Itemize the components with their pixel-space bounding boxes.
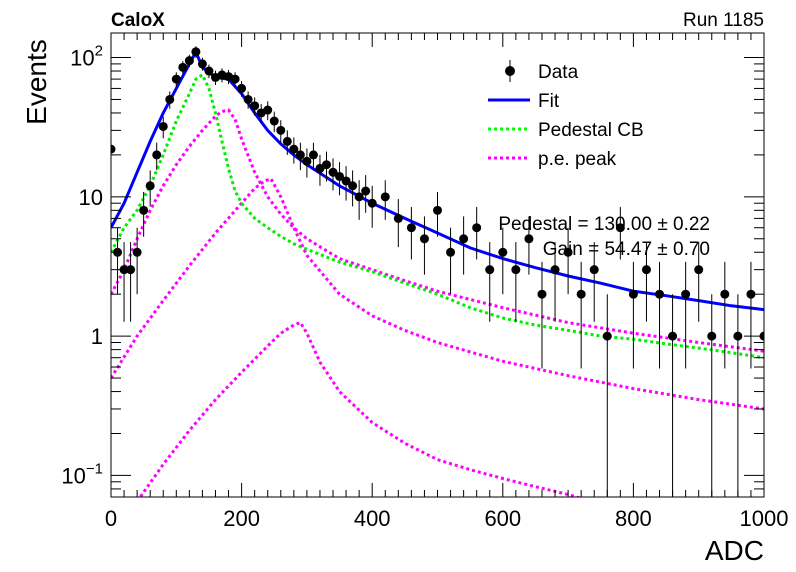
data-point bbox=[511, 265, 521, 275]
data-point bbox=[720, 289, 730, 299]
experiment-label: CaloX bbox=[111, 10, 165, 31]
x-axis-label: ADC bbox=[705, 535, 764, 566]
x-tick-label: 1000 bbox=[740, 506, 789, 531]
legend-label: p.e. peak bbox=[538, 149, 617, 170]
data-point bbox=[524, 234, 534, 244]
legend-label: Fit bbox=[538, 91, 560, 112]
series-p-e-peak-1-p-e-line bbox=[111, 108, 764, 353]
data-point bbox=[367, 198, 377, 208]
data-point bbox=[243, 94, 253, 104]
data-point bbox=[485, 265, 495, 275]
data-point bbox=[563, 247, 573, 257]
legend-label: Pedestal CB bbox=[538, 120, 644, 141]
data-point bbox=[145, 181, 155, 191]
data-point bbox=[615, 223, 625, 233]
x-tick-label: 600 bbox=[484, 506, 521, 531]
data-point bbox=[746, 289, 756, 299]
x-tick-label: 0 bbox=[105, 506, 117, 531]
data-point bbox=[419, 234, 429, 244]
legend: Data Fit Pedestal CB p.e. peak bbox=[488, 60, 644, 170]
data-point bbox=[263, 105, 273, 115]
data-point bbox=[681, 289, 691, 299]
data-point bbox=[498, 247, 508, 257]
data-point bbox=[237, 83, 247, 93]
y-tick-label: 10−1 bbox=[61, 460, 103, 488]
data-point bbox=[707, 331, 717, 341]
fit-result-line: Pedestal = 130.00 ± 0.22 bbox=[498, 214, 710, 235]
run-label: Run 1185 bbox=[683, 10, 764, 31]
x-tick-label: 200 bbox=[223, 506, 260, 531]
data-point bbox=[152, 150, 162, 160]
data-point bbox=[628, 289, 638, 299]
data-point bbox=[178, 62, 188, 72]
legend-data-marker bbox=[505, 66, 515, 76]
data-point bbox=[184, 56, 194, 66]
data-point bbox=[321, 160, 331, 170]
data-point bbox=[191, 47, 201, 57]
data-point bbox=[289, 144, 299, 154]
series-p-e-peak-2-p-e-line bbox=[111, 176, 764, 411]
y-axis-label: Events bbox=[21, 39, 52, 125]
y-tick-label: 10 bbox=[79, 185, 103, 210]
data-point bbox=[341, 176, 351, 186]
data-point bbox=[393, 213, 403, 223]
data-point bbox=[589, 265, 599, 275]
data-point bbox=[694, 265, 704, 275]
data-point bbox=[380, 192, 390, 202]
fit-result-line: Gain = 54.47 ± 0.70 bbox=[543, 239, 710, 260]
data-point bbox=[158, 121, 168, 131]
data-point bbox=[126, 265, 136, 275]
data-point bbox=[550, 265, 560, 275]
data-point bbox=[668, 331, 678, 341]
data-point bbox=[446, 247, 456, 257]
data-point bbox=[197, 59, 207, 69]
data-point bbox=[655, 289, 665, 299]
y-tick-label: 102 bbox=[70, 43, 103, 71]
data-point bbox=[276, 125, 286, 135]
data-point bbox=[459, 234, 469, 244]
data-point bbox=[335, 171, 345, 181]
data-point bbox=[204, 66, 214, 76]
data-point bbox=[132, 247, 142, 257]
data-point bbox=[348, 181, 358, 191]
data-points bbox=[111, 46, 764, 497]
data-point bbox=[328, 167, 338, 177]
data-point bbox=[282, 136, 292, 146]
data-point bbox=[139, 205, 149, 215]
data-point bbox=[250, 101, 260, 111]
data-point bbox=[308, 150, 318, 160]
data-point bbox=[641, 265, 651, 275]
data-point bbox=[433, 205, 442, 215]
data-point bbox=[171, 74, 181, 84]
data-point bbox=[733, 331, 743, 341]
data-point bbox=[406, 223, 416, 233]
data-point bbox=[472, 223, 482, 233]
legend-label: Data bbox=[538, 62, 579, 83]
data-point bbox=[576, 289, 586, 299]
axes: 0 200 400 600 800 1000 10−1 1 10 102 bbox=[61, 32, 789, 531]
data-point bbox=[602, 331, 612, 341]
data-point bbox=[295, 150, 305, 160]
data-point bbox=[111, 144, 116, 154]
series-p-e-peak-3-p-e-line bbox=[138, 320, 582, 497]
data-point bbox=[302, 156, 312, 166]
data-point bbox=[165, 94, 175, 104]
data-point bbox=[119, 265, 129, 275]
data-point bbox=[354, 192, 364, 202]
series-pedestal-cb-line bbox=[111, 72, 764, 360]
data-point bbox=[315, 163, 325, 173]
x-tick-label: 800 bbox=[615, 506, 652, 531]
data-point bbox=[361, 186, 371, 196]
y-tick-label: 1 bbox=[91, 324, 103, 349]
data-point bbox=[269, 116, 279, 126]
fit-results: Pedestal = 130.00 ± 0.22 Gain = 54.47 ± 0… bbox=[498, 214, 710, 260]
data-point bbox=[230, 74, 240, 84]
x-tick-label: 400 bbox=[354, 506, 391, 531]
data-point bbox=[537, 289, 547, 299]
